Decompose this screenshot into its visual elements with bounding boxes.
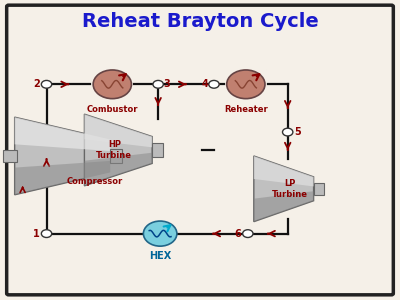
Polygon shape — [254, 191, 314, 222]
Text: HEX: HEX — [149, 251, 171, 261]
Polygon shape — [84, 153, 152, 186]
Text: 4: 4 — [202, 79, 208, 89]
Bar — [152, 143, 163, 157]
Circle shape — [282, 128, 293, 136]
Text: HP
Turbine: HP Turbine — [96, 140, 132, 160]
Bar — [314, 183, 324, 195]
Text: 6: 6 — [234, 229, 241, 238]
Polygon shape — [15, 161, 110, 195]
Circle shape — [209, 80, 219, 88]
Text: Reheater: Reheater — [224, 105, 268, 114]
Polygon shape — [15, 117, 110, 195]
Text: Reheat Brayton Cycle: Reheat Brayton Cycle — [82, 12, 318, 31]
Circle shape — [243, 230, 253, 238]
Text: 1: 1 — [33, 229, 40, 238]
Polygon shape — [84, 114, 152, 186]
Text: 5: 5 — [294, 127, 301, 137]
Bar — [110, 148, 122, 164]
Circle shape — [41, 230, 52, 238]
Text: 2: 2 — [33, 79, 40, 89]
Text: Combustor: Combustor — [86, 105, 138, 114]
Circle shape — [153, 80, 163, 88]
FancyBboxPatch shape — [7, 5, 393, 295]
Text: 3: 3 — [164, 79, 170, 89]
Text: LP
Turbine: LP Turbine — [272, 179, 308, 199]
Polygon shape — [254, 156, 314, 186]
Text: Compressor: Compressor — [66, 177, 122, 186]
Polygon shape — [254, 156, 314, 222]
Polygon shape — [84, 114, 152, 147]
Circle shape — [93, 70, 132, 99]
Circle shape — [143, 221, 177, 246]
Circle shape — [41, 80, 52, 88]
Bar — [3, 150, 17, 162]
Circle shape — [227, 70, 265, 99]
Polygon shape — [15, 117, 110, 151]
